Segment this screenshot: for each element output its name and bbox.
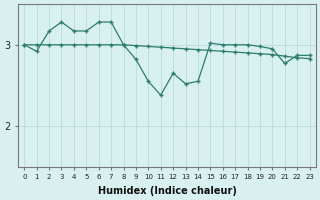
X-axis label: Humidex (Indice chaleur): Humidex (Indice chaleur) xyxy=(98,186,236,196)
